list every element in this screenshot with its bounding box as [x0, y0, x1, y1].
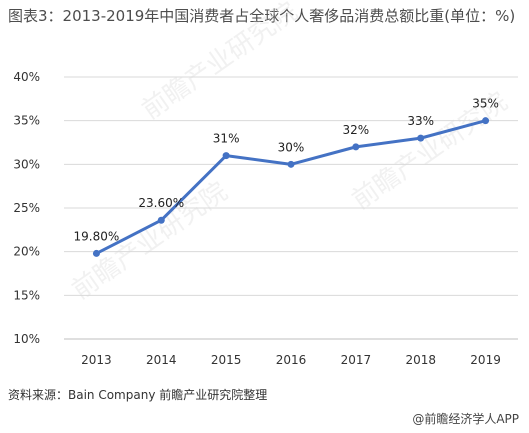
x-tick-label: 2017 — [341, 353, 372, 367]
data-point — [417, 134, 425, 142]
data-label: 23.60% — [138, 196, 184, 210]
data-point — [482, 117, 490, 125]
x-axis-ticks: 2013 2014 2015 2016 2017 2018 2019 — [81, 353, 501, 367]
brand-label: @前瞻经济学人APP — [412, 412, 519, 426]
data-point — [92, 249, 100, 257]
y-tick-label: 40% — [13, 70, 40, 84]
y-tick-label: 30% — [13, 157, 40, 171]
source-note: 资料来源：Bain Company 前瞻产业研究院整理 — [8, 388, 268, 402]
data-points — [92, 117, 490, 257]
x-tick-label: 2018 — [405, 353, 436, 367]
data-label: 35% — [472, 97, 499, 111]
chart-title: 图表3：2013-2019年中国消费者占全球个人奢侈品消费总额比重(单位：%) — [8, 7, 516, 25]
y-tick-label: 15% — [13, 288, 40, 302]
brand-attribution: @前瞻经济学人APP — [410, 410, 519, 427]
y-tick-label: 10% — [13, 332, 40, 346]
y-axis-ticks: 10% 15% 20% 25% 30% 35% 40% — [13, 70, 40, 346]
x-tick-label: 2019 — [470, 353, 501, 367]
x-tick-label: 2016 — [276, 353, 307, 367]
y-tick-label: 35% — [13, 114, 40, 128]
data-label: 33% — [407, 114, 434, 128]
x-tick-label: 2013 — [81, 353, 112, 367]
data-labels: 19.80% 23.60% 31% 30% 32% 33% 35% — [74, 97, 499, 244]
data-label: 19.80% — [74, 229, 120, 243]
data-label: 30% — [278, 140, 305, 154]
data-point — [352, 143, 360, 151]
data-label: 32% — [343, 123, 370, 137]
grid-lines — [64, 76, 518, 340]
y-tick-label: 25% — [13, 201, 40, 215]
data-point — [287, 160, 295, 168]
data-point — [157, 216, 165, 224]
y-tick-label: 20% — [13, 245, 40, 259]
x-tick-label: 2014 — [146, 353, 177, 367]
data-point — [222, 152, 230, 160]
data-label: 31% — [213, 132, 240, 146]
watermark-text: 前瞻产业研究院 — [137, 0, 303, 126]
x-tick-label: 2015 — [211, 353, 242, 367]
